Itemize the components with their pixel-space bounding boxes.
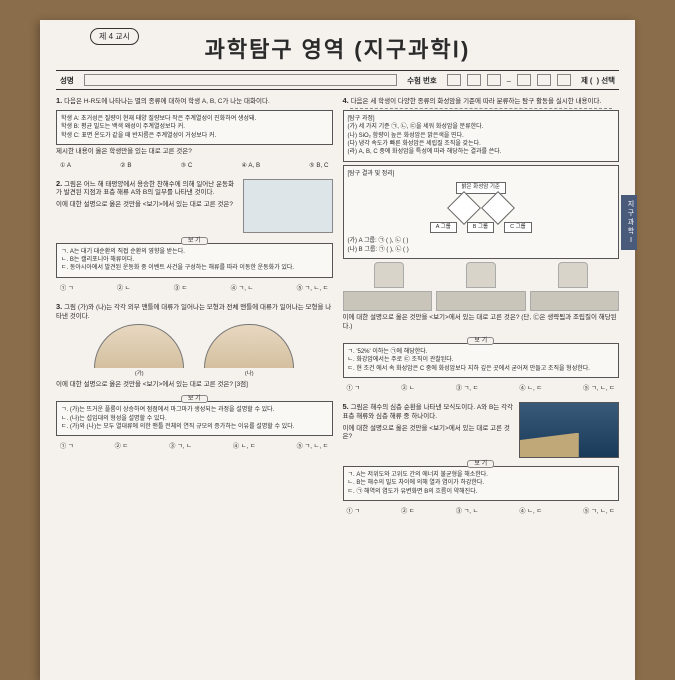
q1-choices[interactable]: ① A② B③ C④ A, B⑤ B, C bbox=[56, 160, 333, 171]
bogi-label: 보 기 bbox=[467, 337, 494, 345]
bogi-label: 보 기 bbox=[467, 460, 494, 468]
q5-ocean-figure bbox=[519, 402, 619, 458]
exam-page: 제 4 교시 과학탐구 영역 (지구과학Ⅰ) 성명 수험 번호 – 제 ( ) … bbox=[40, 20, 635, 680]
q4-procedure-box: [탐구 과정] (가) 세 가지 기준 ㉠, ㉡, ㉢을 세워 화성암을 분류한… bbox=[343, 110, 620, 162]
q5-choices[interactable]: ① ㄱ② ㄷ③ ㄱ, ㄴ④ ㄴ, ㄷ⑤ ㄱ, ㄴ, ㄷ bbox=[343, 504, 620, 517]
q3-choices[interactable]: ① ㄱ② ㄷ③ ㄱ, ㄴ④ ㄴ, ㄷ⑤ ㄱ, ㄴ, ㄷ bbox=[56, 439, 333, 452]
flow-node: A 그룹 bbox=[430, 222, 457, 234]
rock-thumb bbox=[436, 291, 526, 311]
bogi-label: 보 기 bbox=[181, 237, 208, 245]
question-1: 1. 다음은 H-R도에 나타나는 별의 종류에 대하여 학생 A, B, C가… bbox=[56, 96, 333, 171]
flow-diamond bbox=[447, 191, 481, 225]
examno-3[interactable] bbox=[487, 74, 501, 86]
flow-diamond bbox=[481, 191, 515, 225]
rock-thumb bbox=[530, 291, 620, 311]
examno-5[interactable] bbox=[537, 74, 551, 86]
content-columns: 1. 다음은 H-R도에 나타나는 별의 종류에 대하여 학생 A, B, C가… bbox=[56, 96, 619, 525]
question-2: 2. 그림은 어느 해 태평양에서 용승한 찬해수에 의해 일어난 운동화가 발… bbox=[56, 179, 333, 294]
bogi-label: 보 기 bbox=[181, 395, 208, 403]
right-column: 4. 다음은 세 학생이 다양한 종류의 화성암을 기준에 따라 분류하는 탐구… bbox=[343, 96, 620, 525]
q3-fig-b bbox=[204, 324, 294, 368]
name-field[interactable] bbox=[84, 74, 397, 86]
q3-fig-a bbox=[94, 324, 184, 368]
period-badge: 제 4 교시 bbox=[90, 28, 139, 45]
student-icon bbox=[466, 262, 496, 288]
name-label: 성명 bbox=[56, 75, 78, 86]
q4-flowchart-box: [탐구 결과 및 정리] 밝은 화성암 기준 A 그룹 B 그룹 C 그룹 bbox=[343, 165, 620, 260]
q3-figure bbox=[56, 324, 333, 368]
question-3: 3. 그림 (가)와 (나)는 각각 외부 맨틀에 대류가 일어나는 모형과 전… bbox=[56, 302, 333, 452]
flow-node: C 그룹 bbox=[504, 222, 532, 234]
info-row: 성명 수험 번호 – 제 ( ) 선택 bbox=[56, 70, 619, 90]
student-icon bbox=[558, 262, 588, 288]
examno-4[interactable] bbox=[517, 74, 531, 86]
left-column: 1. 다음은 H-R도에 나타나는 별의 종류에 대하여 학생 A, B, C가… bbox=[56, 96, 333, 525]
q4-bogi-box: ㄱ. '52%' 이하는 ㉠에 해당한다. ㄴ. 화강암에서는 주로 ㉢ 조직이… bbox=[343, 343, 620, 378]
q4-students bbox=[343, 262, 620, 288]
rock-thumb bbox=[343, 291, 433, 311]
q1-dialog-box: 학생 A: 초거성은 질량이 현재 태양 질량보다 작은 주계열성이 진화하여 … bbox=[56, 110, 333, 145]
q4-rock-thumbs bbox=[343, 291, 620, 311]
examno-label: 수험 번호 bbox=[403, 75, 441, 86]
question-4: 4. 다음은 세 학생이 다양한 종류의 화성암을 기준에 따라 분류하는 탐구… bbox=[343, 96, 620, 394]
flow-node: B 그룹 bbox=[467, 222, 494, 234]
examno-2[interactable] bbox=[467, 74, 481, 86]
question-5: 5. 그림은 해수의 심층 순환을 나타낸 모식도이다. A와 B는 각각 표층… bbox=[343, 402, 620, 517]
page-title: 과학탐구 영역 (지구과학Ⅰ) bbox=[56, 32, 619, 64]
q4-choices[interactable]: ① ㄱ② ㄴ③ ㄱ, ㄷ④ ㄴ, ㄷ⑤ ㄱ, ㄴ, ㄷ bbox=[343, 381, 620, 394]
q3-bogi-box: ㄱ. (가)는 뜨거운 플룸이 상승하여 점점에서 마그마가 생성되는 과정을 … bbox=[56, 401, 333, 436]
q2-map-figure bbox=[243, 179, 333, 233]
side-tab: 지구과학Ⅰ bbox=[621, 195, 637, 250]
q5-bogi-box: ㄱ. A는 저위도와 고위도 간의 에너지 불균형을 해소한다. ㄴ. B는 해… bbox=[343, 466, 620, 501]
q2-choices[interactable]: ① ㄱ② ㄴ③ ㄷ④ ㄱ, ㄴ⑤ ㄱ, ㄴ, ㄷ bbox=[56, 281, 333, 294]
student-icon bbox=[374, 262, 404, 288]
examno-1[interactable] bbox=[447, 74, 461, 86]
choice-label: 제 ( ) 선택 bbox=[577, 75, 619, 86]
q2-bogi-box: ㄱ. A는 대기 대순환의 직접 순환의 영향을 받는다. ㄴ. B는 캘리포니… bbox=[56, 243, 333, 278]
examno-6[interactable] bbox=[557, 74, 571, 86]
